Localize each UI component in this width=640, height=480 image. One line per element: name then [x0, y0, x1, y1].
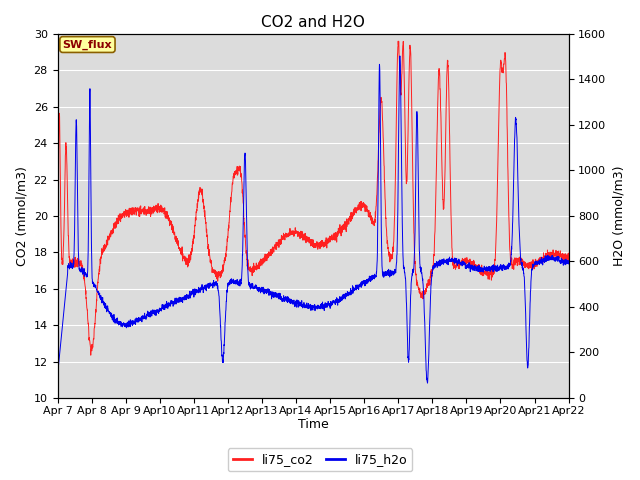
- X-axis label: Time: Time: [298, 419, 328, 432]
- Y-axis label: CO2 (mmol/m3): CO2 (mmol/m3): [15, 166, 28, 266]
- Y-axis label: H2O (mmol/m3): H2O (mmol/m3): [612, 166, 625, 266]
- Text: SW_flux: SW_flux: [63, 39, 112, 49]
- Title: CO2 and H2O: CO2 and H2O: [261, 15, 365, 30]
- Legend: li75_co2, li75_h2o: li75_co2, li75_h2o: [228, 448, 412, 471]
